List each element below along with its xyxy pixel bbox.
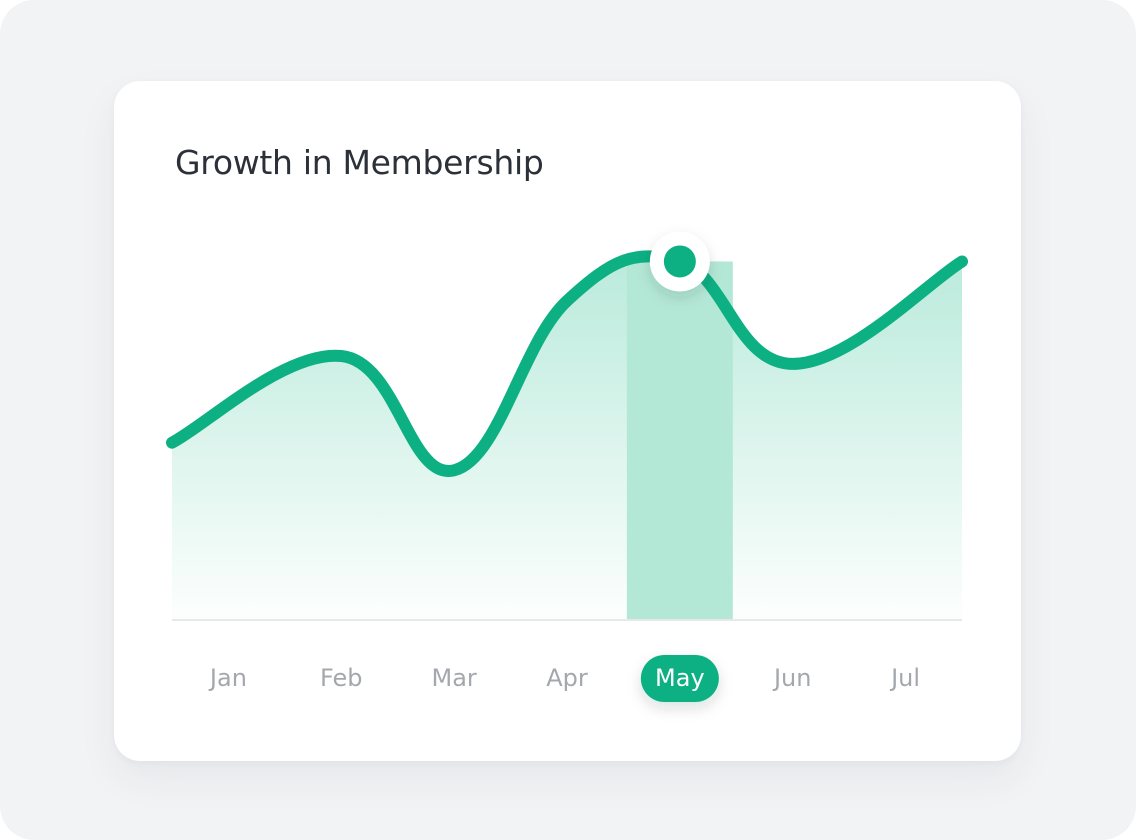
series-area [172,256,962,620]
highlight-marker-dot[interactable] [663,245,696,278]
x-tick-label-feb[interactable]: Feb [320,664,363,692]
chart-title: Growth in Membership [175,143,544,182]
x-tick-label-may[interactable]: May [655,664,705,692]
x-tick-label-apr[interactable]: Apr [546,664,588,692]
x-tick-label-mar[interactable]: Mar [432,664,477,692]
active-month-pill[interactable] [640,655,719,702]
highlight-band [626,261,733,620]
chart-card: Growth in Membership Jan Feb Mar Apr May Jun J… [114,81,1021,761]
series-line [166,250,968,477]
x-tick-label-jul[interactable]: Jul [889,664,920,692]
membership-chart: Jan Feb Mar Apr May Jun Jul [166,231,968,702]
x-tick-label-jan[interactable]: Jan [208,664,247,692]
x-tick-label-jun[interactable]: Jun [772,664,812,692]
